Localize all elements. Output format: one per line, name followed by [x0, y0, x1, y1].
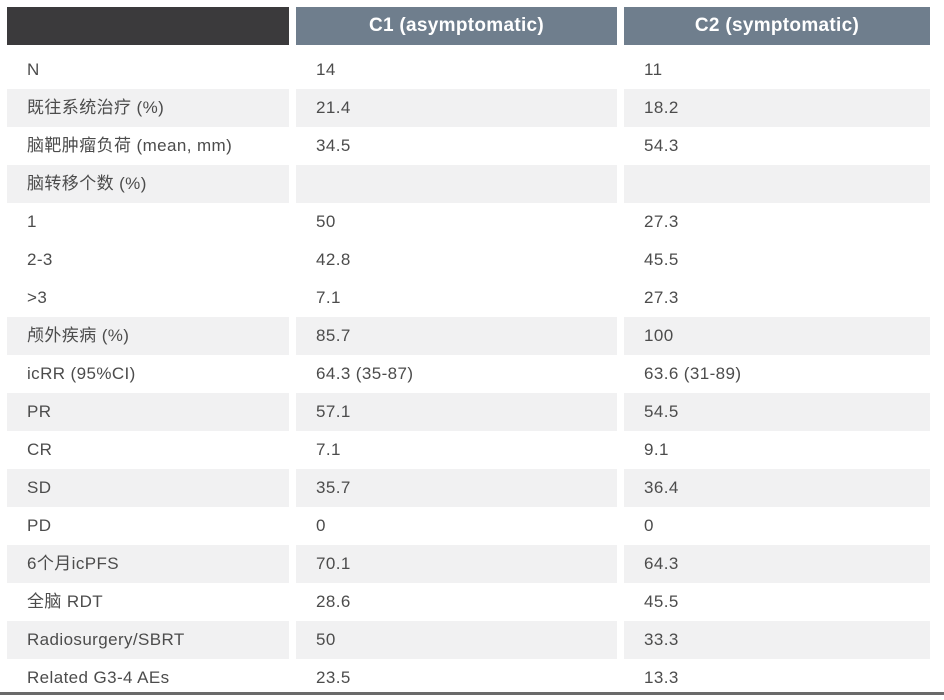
row-value-c1: 50 [316, 212, 336, 231]
row-label: 6个月icPFS [7, 545, 289, 583]
row-label: PR [7, 393, 289, 431]
row-label: CR [27, 440, 53, 459]
row-value-c2: 45.5 [644, 592, 679, 611]
cohort-comparison-table: C1 (asymptomatic) C2 (symptomatic) N 14 11… [7, 7, 930, 697]
row-label: SD [7, 469, 289, 507]
row-value-c1: 23.5 [316, 668, 351, 687]
row-label: 2-3 [27, 250, 53, 269]
table-row: SD 35.7 36.4 [7, 469, 930, 507]
table-row: Radiosurgery/SBRT 50 33.3 [7, 621, 930, 659]
row-value-c2: 54.5 [624, 393, 930, 431]
row-label: 既往系统治疗 (%) [7, 89, 289, 127]
row-value-c1: 28.6 [316, 592, 351, 611]
row-label: >3 [27, 288, 48, 307]
row-value-c2: 63.6 (31-89) [644, 364, 742, 383]
row-label: Related G3-4 AEs [27, 668, 170, 687]
row-label: 颅外疾病 (%) [7, 317, 289, 355]
row-value-c2: 27.3 [644, 212, 679, 231]
row-value-c1: 7.1 [316, 288, 341, 307]
row-label: 全脑 RDT [27, 592, 104, 611]
row-value-c1: 70.1 [296, 545, 617, 583]
row-value-c2: 64.3 [624, 545, 930, 583]
table-row: 6个月icPFS 70.1 64.3 [7, 545, 930, 583]
row-value-c1: 0 [316, 516, 326, 535]
table-row: 1 50 27.3 [7, 203, 930, 241]
row-value-c1: 50 [296, 621, 617, 659]
table-bottom-rule [0, 692, 944, 695]
row-value-c2: 0 [644, 516, 654, 535]
header-corner-cell [7, 7, 289, 45]
row-value-c1: 42.8 [316, 250, 351, 269]
table-body: N 14 11 既往系统治疗 (%) 21.4 18.2 脑靶肿瘤负荷 (mean, mm)… [7, 51, 930, 697]
row-label: 脑转移个数 (%) [7, 165, 289, 203]
row-label: icRR (95%CI) [27, 364, 136, 383]
row-label: PD [27, 516, 52, 535]
row-value-c2: 11 [644, 60, 663, 79]
row-value-c2: 18.2 [624, 89, 930, 127]
table-row: CR 7.1 9.1 [7, 431, 930, 469]
row-value-c1: 35.7 [296, 469, 617, 507]
table-row: 既往系统治疗 (%) 21.4 18.2 [7, 89, 930, 127]
row-label: N [27, 60, 40, 79]
table-row: PR 57.1 54.5 [7, 393, 930, 431]
row-label: 脑靶肿瘤负荷 (mean, mm) [27, 136, 233, 155]
row-value-c2: 9.1 [644, 440, 669, 459]
row-value-c1: 21.4 [296, 89, 617, 127]
table-row: PD 0 0 [7, 507, 930, 545]
header-col-c2: C2 (symptomatic) [624, 7, 930, 45]
row-value-c2: 100 [624, 317, 930, 355]
table-row: 颅外疾病 (%) 85.7 100 [7, 317, 930, 355]
row-value-c1: 64.3 (35-87) [316, 364, 414, 383]
table-row: >3 7.1 27.3 [7, 279, 930, 317]
table-row: 脑靶肿瘤负荷 (mean, mm) 34.5 54.3 [7, 127, 930, 165]
row-value-c2: 27.3 [644, 288, 679, 307]
row-value-c2: 36.4 [624, 469, 930, 507]
table-row: icRR (95%CI) 64.3 (35-87) 63.6 (31-89) [7, 355, 930, 393]
table-row: 全脑 RDT 28.6 45.5 [7, 583, 930, 621]
row-value-c1: 7.1 [316, 440, 341, 459]
row-label: 1 [27, 212, 37, 231]
table-row: Related G3-4 AEs 23.5 13.3 [7, 659, 930, 697]
row-label: Radiosurgery/SBRT [7, 621, 289, 659]
header-col-c1: C1 (asymptomatic) [296, 7, 617, 45]
row-value-c1: 85.7 [296, 317, 617, 355]
table-header-row: C1 (asymptomatic) C2 (symptomatic) [7, 7, 930, 45]
table-row: N 14 11 [7, 51, 930, 89]
row-value-c2: 54.3 [644, 136, 679, 155]
row-value-c1: 57.1 [296, 393, 617, 431]
table-row: 2-3 42.8 45.5 [7, 241, 930, 279]
row-value-c1 [296, 165, 617, 203]
row-value-c1: 14 [316, 60, 336, 79]
table-row: 脑转移个数 (%) [7, 165, 930, 203]
row-value-c2: 45.5 [644, 250, 679, 269]
row-value-c2 [624, 165, 930, 203]
row-value-c2: 33.3 [624, 621, 930, 659]
row-value-c2: 13.3 [644, 668, 679, 687]
row-value-c1: 34.5 [316, 136, 351, 155]
